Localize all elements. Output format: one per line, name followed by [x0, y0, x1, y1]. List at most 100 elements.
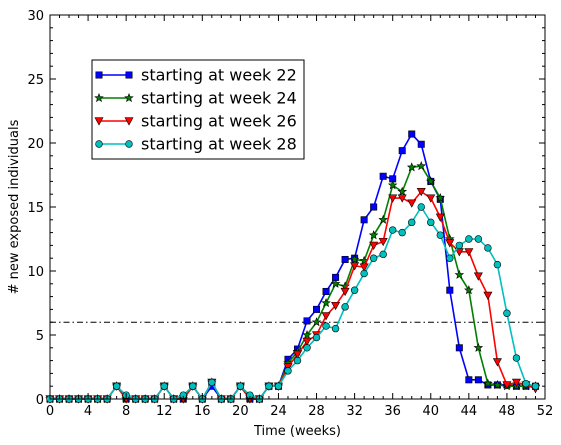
data-point	[313, 305, 321, 313]
y-tick-label: 25	[27, 73, 44, 88]
data-point	[388, 226, 397, 234]
data-point	[311, 317, 322, 327]
x-tick-label: 32	[346, 404, 363, 419]
data-point	[435, 213, 445, 222]
x-tick-label: 0	[46, 404, 54, 419]
legend-marker	[125, 140, 133, 148]
data-point	[321, 297, 331, 308]
data-point	[473, 342, 484, 352]
data-point	[474, 376, 482, 384]
data-point	[511, 378, 521, 387]
data-point	[474, 235, 483, 243]
data-point	[484, 244, 492, 252]
data-point	[341, 255, 349, 263]
data-point	[446, 286, 454, 294]
legend-marker	[125, 71, 133, 79]
data-point	[503, 309, 511, 317]
data-point	[160, 382, 168, 390]
data-point	[522, 379, 530, 388]
data-point	[208, 378, 216, 387]
x-tick-label: 16	[194, 404, 211, 419]
data-point	[502, 381, 512, 390]
data-point	[425, 176, 436, 186]
data-point	[302, 329, 312, 340]
data-point	[464, 285, 474, 295]
x-tick-label: 24	[270, 404, 287, 419]
data-point	[378, 214, 388, 224]
data-point	[531, 382, 540, 390]
x-axis-label: Time (weeks)	[253, 424, 341, 439]
data-point	[446, 254, 454, 262]
data-point	[359, 263, 369, 272]
data-point	[483, 378, 493, 388]
data-point	[189, 382, 197, 390]
data-point	[331, 324, 340, 333]
data-point	[455, 241, 464, 250]
data-point	[303, 344, 311, 352]
y-tick-label: 0	[36, 393, 44, 408]
data-point	[398, 228, 406, 237]
data-point	[465, 376, 473, 384]
data-point	[349, 254, 360, 264]
data-point	[483, 291, 493, 300]
data-point	[236, 382, 245, 390]
x-tick-label: 28	[308, 404, 325, 419]
x-tick-label: 4	[84, 404, 92, 419]
y-tick-label: 30	[27, 9, 44, 24]
data-point	[492, 358, 502, 367]
data-point	[322, 322, 330, 330]
data-point	[284, 367, 292, 375]
data-point	[435, 193, 446, 203]
data-point	[369, 254, 378, 262]
data-point	[407, 199, 417, 208]
legend-item: starting at week 22	[95, 66, 297, 85]
data-point	[465, 235, 473, 243]
y-tick-label: 5	[36, 329, 44, 344]
data-point	[416, 161, 427, 171]
data-point	[493, 260, 502, 269]
x-tick-label: 40	[422, 404, 439, 419]
data-point	[378, 237, 388, 247]
data-point	[370, 203, 378, 211]
x-tick-label: 44	[461, 404, 478, 419]
data-point	[397, 194, 407, 203]
data-point	[341, 303, 349, 311]
data-point	[331, 301, 341, 311]
data-point	[427, 218, 435, 227]
data-point	[406, 162, 417, 172]
data-point	[274, 382, 283, 390]
data-point	[369, 241, 379, 251]
legend-item: starting at week 28	[95, 135, 297, 154]
data-point	[387, 180, 398, 190]
data-point	[340, 287, 350, 297]
data-point	[473, 272, 483, 281]
data-point	[426, 194, 436, 203]
axis-ticks	[49, 14, 546, 400]
legend-item: starting at week 26	[94, 112, 297, 131]
data-point	[416, 188, 426, 197]
data-point	[492, 379, 503, 389]
data-point	[379, 172, 387, 180]
data-point	[303, 317, 311, 325]
y-tick-label: 20	[27, 137, 44, 152]
legend-marker	[94, 92, 104, 103]
legend-marker	[124, 117, 134, 126]
data-point	[292, 350, 303, 359]
legend-label: starting at week 26	[141, 112, 297, 131]
data-point	[445, 239, 455, 248]
x-tick-label: 48	[499, 404, 516, 419]
series-line	[50, 205, 536, 401]
data-point	[397, 186, 408, 196]
data-point	[436, 231, 444, 239]
data-point	[417, 203, 425, 211]
data-point	[455, 344, 463, 352]
legend-label: starting at week 22	[141, 66, 297, 85]
x-tick-label: 12	[156, 404, 173, 419]
data-point	[350, 286, 359, 294]
data-point	[512, 354, 521, 362]
x-tick-label: 8	[122, 404, 130, 419]
data-point	[360, 269, 368, 278]
legend-marker	[124, 92, 134, 103]
data-point	[368, 230, 379, 240]
